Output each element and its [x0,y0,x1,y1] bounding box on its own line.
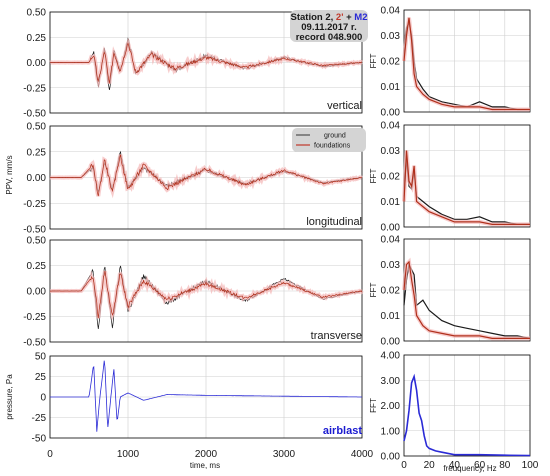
fft-panel-4: 4.00 3.00 2.00 1.00 0.00 FFT 0 20 40 60 80 100 [369,351,539,472]
ytick-label: 0.50 [27,8,47,19]
time-panel-3: 0.50 0.25 0.00 -0.25 -0.50 transverse [23,236,364,349]
pressure-ylabel: pressure, Pa [5,374,14,420]
ytick-label: 0.03 [381,260,401,271]
ytick-label: 0.04 [381,121,401,132]
ytick-label: 0 [40,393,46,404]
record-line: record 048.900 [296,32,363,43]
ytick-label: 0.00 [27,58,47,69]
ytick-label: 0.00 [381,452,401,463]
ytick-label: 0.25 [27,261,47,272]
fft-ylabel: FFT [369,54,378,69]
ytick-label: -0.50 [23,338,46,349]
station-line: Station 2, 2' + M2 [291,12,368,23]
xtick-label: 4000 [351,449,374,460]
ytick-label: 0.04 [381,235,401,246]
fft-series-ground [403,158,530,225]
fft-ylabel: FFT [369,398,378,413]
xtick-label: 60 [474,460,486,471]
ytick-label: 50 [35,352,47,363]
xtick-label: 80 [499,460,511,471]
fft-ylabel: FFT [369,283,378,298]
ytick-label: 0.01 [381,82,401,93]
ytick-label: -0.25 [23,83,46,94]
xtick-label: 20 [424,460,436,471]
panel-label-transverse: transverse [311,330,362,342]
ytick-label: 1.00 [381,426,401,437]
ytick-label: 0.50 [27,122,47,133]
foundations-envelope [402,17,530,112]
fft-series-foundations [403,17,530,111]
ytick-label: 0.00 [381,108,401,119]
ytick-label: 4.00 [381,351,401,362]
xtick-label: 40 [449,460,461,471]
time-xlabel: time, ms [190,461,220,470]
fft-panel-1: 0.04 0.03 0.02 0.01 0.00 FFT [369,6,531,119]
ytick-label: 0.03 [381,31,401,42]
ytick-label: -25 [32,413,47,424]
panel-label-longitudinal: longitudinal [306,216,362,228]
legend: ground foundations [292,128,366,152]
time-panel-2: 0.50 0.25 0.00 -0.25 -0.50 longitudinal [23,122,363,236]
panel-label-vertical: vertical [327,100,362,112]
ytick-label: -50 [32,434,47,445]
ytick-label: 0.01 [381,197,401,208]
ytick-label: 0.50 [27,236,47,247]
ytick-label: 0.03 [381,146,401,157]
fft-series-foundations [403,260,530,339]
fft-ylabel: FFT [369,169,378,184]
xtick-label: 0 [47,449,53,460]
ytick-label: 0.00 [27,287,47,298]
station-info-box: Station 2, 2' + M2 09.11.2017 r. record … [290,10,368,43]
legend-foundations-label: foundations [314,143,351,150]
ytick-label: -0.50 [23,225,46,236]
time-panel-1: 0.50 0.25 0.00 -0.25 -0.50 vertical [23,8,363,120]
ytick-label: 0.25 [27,33,47,44]
ytick-label: 0.02 [381,172,401,183]
ytick-label: 0.02 [381,57,401,68]
series-foundations [49,42,363,84]
ytick-label: -0.25 [23,199,46,210]
panel-label-airblast: airblast [323,425,362,437]
xtick-label: 100 [522,460,539,471]
time-panel-4: 50 25 0 -25 -50 airblast 0 1000 2000 3000 4000 [32,352,374,461]
ytick-label: 0.00 [381,223,401,234]
series-foundations [50,270,363,319]
xtick-label: 2000 [195,449,218,460]
xtick-label: 0 [401,460,407,471]
ytick-label: 0.02 [381,286,401,297]
legend-ground-label: ground [324,133,346,140]
fft-panel-3: 0.04 0.03 0.02 0.01 0.00 FFT [369,235,531,348]
panel-frame [403,354,531,457]
ytick-label: 25 [35,372,47,383]
ytick-label: 0.01 [381,311,401,322]
ytick-label: 0.04 [381,6,401,17]
fft-series-airblast [403,373,531,457]
ytick-label: -0.50 [23,109,46,120]
frequency-xlabel: freuquency, Hz [443,464,496,473]
ytick-label: 3.00 [381,376,401,387]
fft-series-foundations [403,150,530,225]
ytick-label: 0.25 [27,147,47,158]
ytick-label: 0.00 [27,173,47,184]
series-foundations [49,154,363,197]
fft-panel-2: 0.04 0.03 0.02 0.01 0.00 FFT [369,121,531,234]
series-airblast [50,360,362,432]
ytick-label: 2.00 [381,401,401,412]
ppv-ylabel: PPV, mm/s [5,155,14,194]
date-line: 09.11.2017 r. [301,22,356,33]
ytick-label: -0.25 [23,312,46,323]
foundations-envelope [402,150,530,227]
ytick-label: 0.00 [381,337,401,348]
xtick-label: 3000 [273,449,296,460]
xtick-label: 1000 [117,449,140,460]
